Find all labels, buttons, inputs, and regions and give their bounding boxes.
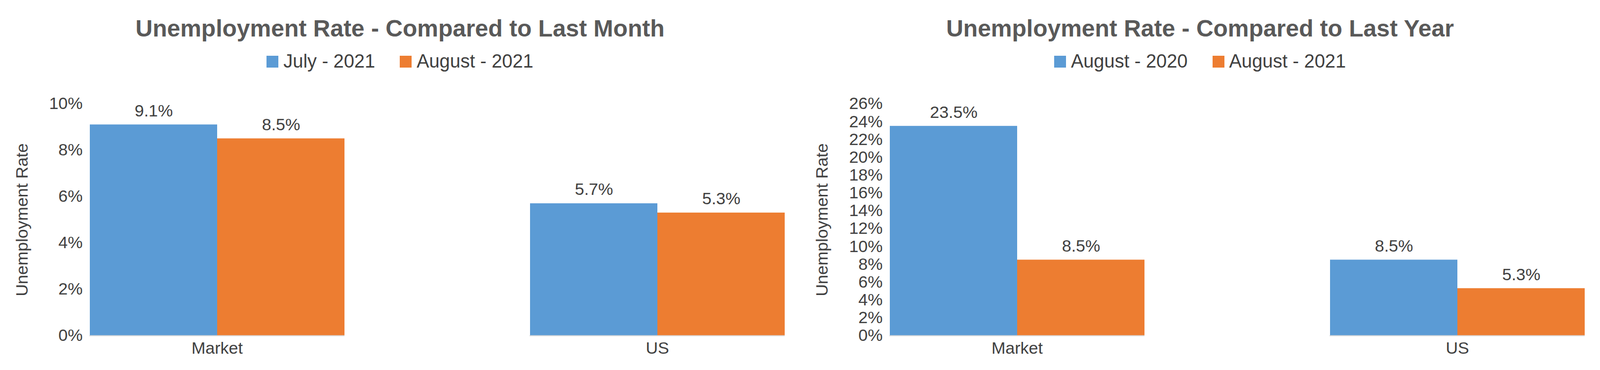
svg-text:5.3%: 5.3%	[701, 189, 741, 208]
svg-text:8%: 8%	[58, 140, 83, 159]
svg-text:0%: 0%	[858, 325, 883, 345]
svg-text:26%: 26%	[848, 93, 883, 113]
svg-text:4%: 4%	[858, 290, 883, 309]
svg-text:22%: 22%	[848, 129, 883, 149]
svg-text:9.1%: 9.1%	[134, 101, 173, 120]
svg-text:16%: 16%	[848, 183, 883, 202]
html-text:July - 2021: July - 2021	[283, 50, 376, 72]
svg-text:2%: 2%	[58, 279, 83, 299]
svg-text:Market: Market	[991, 338, 1043, 358]
svg-text:23.5%: 23.5%	[929, 102, 978, 122]
svg-text:8%: 8%	[858, 254, 883, 274]
svg-text:18%: 18%	[848, 165, 883, 185]
svg-text:US: US	[1445, 338, 1469, 358]
svg-text:10%: 10%	[848, 236, 883, 256]
svg-text:8.5%: 8.5%	[1374, 236, 1413, 256]
html-text:Unemployment Rate - Compared t: Unemployment Rate - Compared to Last Yea…	[946, 15, 1454, 42]
svg-text:4%: 4%	[58, 232, 83, 252]
svg-text:6%: 6%	[58, 186, 83, 206]
svg-text:5.3%: 5.3%	[1501, 265, 1541, 284]
html-text:August - 2021: August - 2021	[416, 50, 534, 72]
svg-text:6%: 6%	[858, 272, 883, 292]
svg-text:8.5%: 8.5%	[1061, 236, 1101, 256]
svg-text:Market: Market	[191, 338, 243, 358]
svg-text:5.7%: 5.7%	[574, 179, 613, 199]
svg-text:Unemployment Rate: Unemployment Rate	[11, 143, 31, 297]
svg-text:14%: 14%	[848, 200, 883, 220]
svg-text:2%: 2%	[858, 307, 883, 327]
svg-text:10%: 10%	[48, 93, 83, 113]
html-text:Unemployment Rate - Compared t: Unemployment Rate - Compared to Last Mon…	[135, 15, 665, 42]
html-text:August - 2020: August - 2020	[1070, 50, 1188, 72]
svg-text:8.5%: 8.5%	[261, 114, 301, 134]
svg-text:24%: 24%	[848, 112, 883, 131]
svg-text:US: US	[645, 338, 669, 358]
svg-text:12%: 12%	[848, 218, 883, 238]
html-text:August - 2021: August - 2021	[1229, 50, 1346, 72]
svg-text:Unemployment Rate: Unemployment Rate	[811, 143, 831, 297]
svg-text:0%: 0%	[58, 325, 83, 345]
svg-text:20%: 20%	[848, 147, 883, 167]
